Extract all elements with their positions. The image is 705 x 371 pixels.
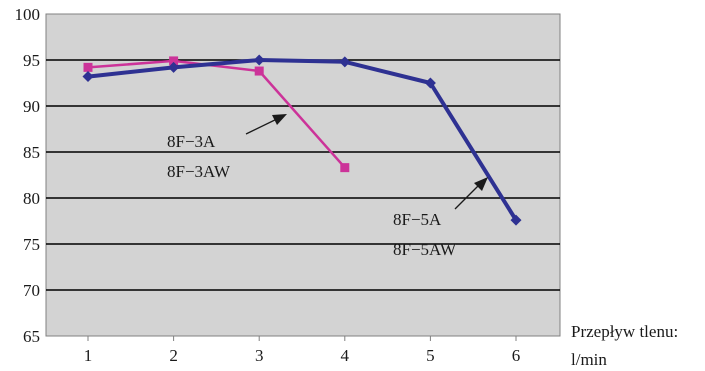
plot-area [45,13,561,337]
annotation-5a-arrow-head [474,177,488,191]
series-group [82,54,522,226]
x-axis-title-line2: l/min [571,350,607,369]
point-5a-x5 [424,77,436,89]
annotation-5a-line1: 8F−5A [393,210,442,229]
y-tick-label-90: 90 [23,97,40,116]
point-3a-x1 [83,62,93,72]
x-tick-label-6: 6 [512,346,521,365]
point-5a-x4 [339,56,351,68]
y-tick-label-100: 100 [15,5,41,24]
annotation-3a-arrow-head [272,114,287,125]
point-5a-x6 [510,214,522,226]
point-5a-x3 [253,54,265,66]
y-tick-label-75: 75 [23,235,40,254]
point-5a-x2 [168,61,180,73]
annotation-5a: 8F−5A 8F−5AW [393,177,488,259]
series-line-3a [87,59,346,169]
annotation-5a-arrow-line [454,182,482,210]
x-tick-label-4: 4 [341,346,350,365]
point-3a-x2 [169,56,179,66]
annotation-3a-line1: 8F−3A [167,132,216,151]
annotation-3a-line2: 8F−3AW [167,162,231,181]
y-tick-label-70: 70 [23,281,40,300]
y-axis-ticks: 65 70 75 80 85 90 95 100 [15,5,41,346]
x-axis-ticks: 1 2 3 4 5 6 [84,336,521,365]
point-5a-x1 [82,71,94,83]
annotation-3a: 8F−3A 8F−3AW [167,114,287,181]
annotation-5a-line2: 8F−5AW [393,240,457,259]
y-tick-label-80: 80 [23,189,40,208]
x-axis-title-line1: Przepływ tlenu: [571,322,679,341]
x-tick-label-2: 2 [169,346,178,365]
y-tick-label-85: 85 [23,143,40,162]
x-tick-label-5: 5 [426,346,435,365]
point-3a-x3 [254,66,264,76]
point-3a-x4 [340,163,350,173]
x-tick-label-1: 1 [84,346,93,365]
x-tick-label-3: 3 [255,346,264,365]
y-tick-label-95: 95 [23,51,40,70]
series-line-5a [87,58,518,222]
y-tick-label-65: 65 [23,327,40,346]
